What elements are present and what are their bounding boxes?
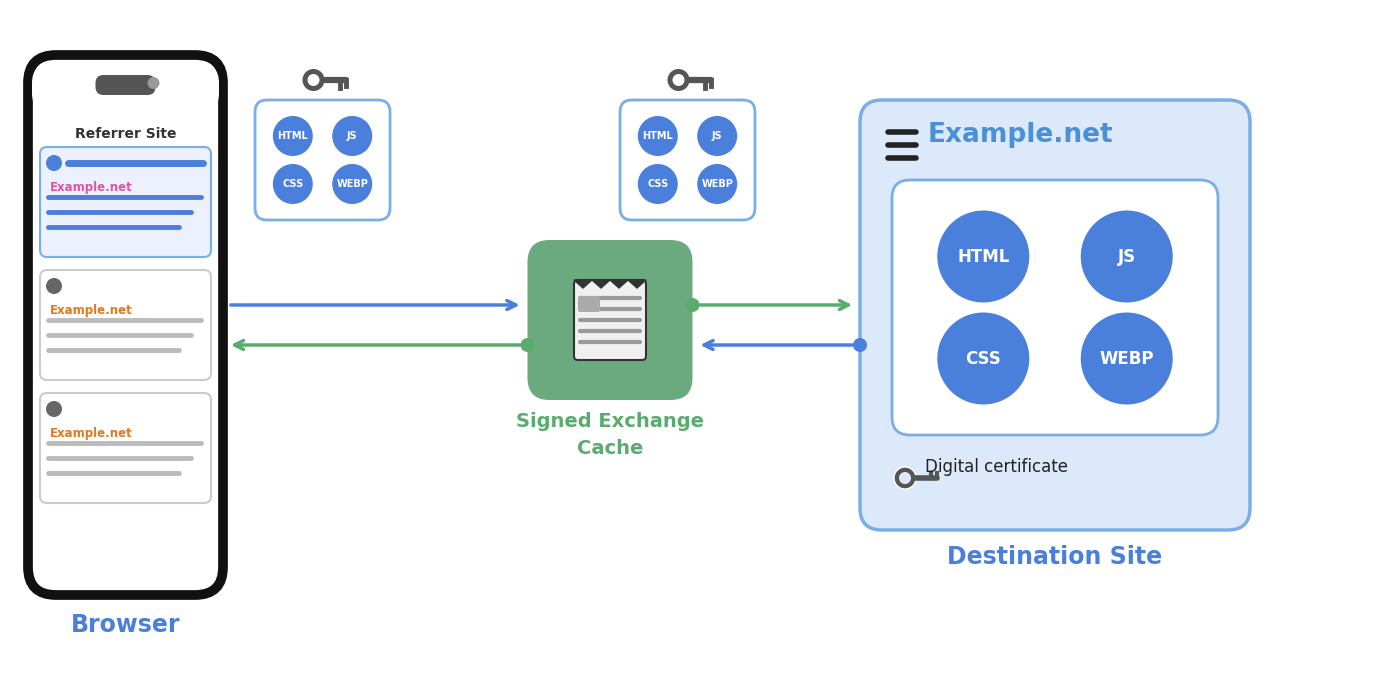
FancyBboxPatch shape xyxy=(574,280,646,360)
Circle shape xyxy=(638,116,678,156)
Text: Referrer Site: Referrer Site xyxy=(75,127,176,141)
FancyBboxPatch shape xyxy=(893,180,1218,435)
Text: HTML: HTML xyxy=(277,131,308,141)
Text: WEBP: WEBP xyxy=(337,179,369,189)
FancyBboxPatch shape xyxy=(40,393,211,503)
Circle shape xyxy=(302,69,324,91)
FancyBboxPatch shape xyxy=(40,270,211,380)
Circle shape xyxy=(672,74,685,86)
Text: Example.net: Example.net xyxy=(50,181,133,194)
Circle shape xyxy=(308,74,320,86)
FancyBboxPatch shape xyxy=(32,63,219,113)
Circle shape xyxy=(333,164,373,204)
Polygon shape xyxy=(574,280,646,288)
Text: CSS: CSS xyxy=(966,350,1001,367)
Circle shape xyxy=(894,467,916,489)
Text: WEBP: WEBP xyxy=(1099,350,1155,367)
Circle shape xyxy=(1081,211,1173,303)
Text: Destination Site: Destination Site xyxy=(948,545,1163,569)
Circle shape xyxy=(900,472,911,484)
Circle shape xyxy=(937,211,1030,303)
Circle shape xyxy=(273,116,313,156)
Text: Digital certificate: Digital certificate xyxy=(924,458,1069,476)
Text: HTML: HTML xyxy=(958,248,1009,265)
Text: WEBP: WEBP xyxy=(701,179,733,189)
Text: JS: JS xyxy=(712,131,722,141)
Text: Example.net: Example.net xyxy=(50,304,133,317)
Text: Browser: Browser xyxy=(71,613,180,637)
Circle shape xyxy=(686,298,700,312)
FancyBboxPatch shape xyxy=(96,75,155,95)
Circle shape xyxy=(46,401,62,417)
FancyBboxPatch shape xyxy=(40,147,211,257)
Text: Signed Exchange
Cache: Signed Exchange Cache xyxy=(516,412,704,458)
FancyBboxPatch shape xyxy=(28,55,223,595)
Text: JS: JS xyxy=(1117,248,1135,265)
Text: Example.net: Example.net xyxy=(929,122,1113,148)
Circle shape xyxy=(697,116,737,156)
Circle shape xyxy=(668,69,689,91)
FancyBboxPatch shape xyxy=(528,240,693,400)
FancyBboxPatch shape xyxy=(255,100,389,220)
Text: JS: JS xyxy=(346,131,358,141)
Text: CSS: CSS xyxy=(647,179,668,189)
Circle shape xyxy=(333,116,373,156)
Text: Example.net: Example.net xyxy=(50,427,133,440)
Circle shape xyxy=(937,313,1030,405)
Circle shape xyxy=(638,164,678,204)
Text: CSS: CSS xyxy=(283,179,304,189)
FancyBboxPatch shape xyxy=(859,100,1250,530)
Circle shape xyxy=(697,164,737,204)
Circle shape xyxy=(273,164,313,204)
Circle shape xyxy=(46,155,62,171)
Circle shape xyxy=(147,77,159,89)
FancyBboxPatch shape xyxy=(620,100,755,220)
FancyBboxPatch shape xyxy=(578,296,600,312)
Circle shape xyxy=(521,338,535,352)
Text: HTML: HTML xyxy=(643,131,674,141)
Circle shape xyxy=(46,278,62,294)
Circle shape xyxy=(852,338,868,352)
Circle shape xyxy=(1081,313,1173,405)
